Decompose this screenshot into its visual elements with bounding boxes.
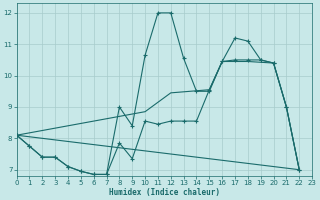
X-axis label: Humidex (Indice chaleur): Humidex (Indice chaleur) [109, 188, 220, 197]
